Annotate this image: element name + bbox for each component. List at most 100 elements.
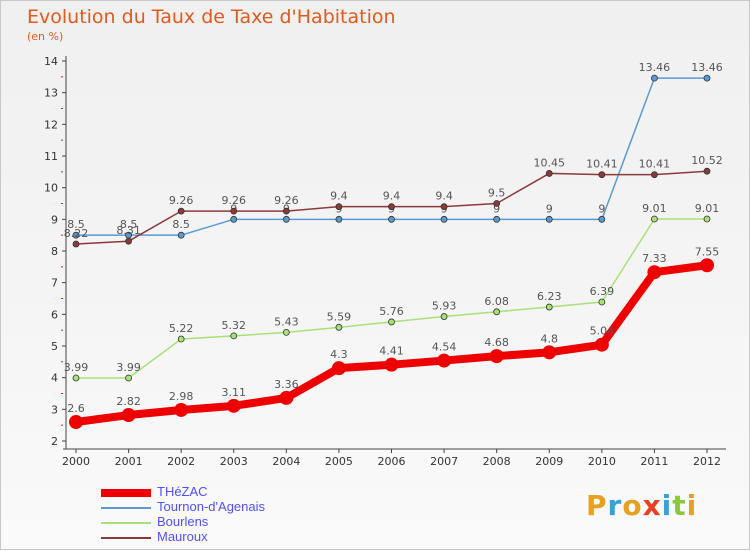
data-point	[651, 171, 658, 179]
proxiti-logo: Proxiti	[586, 489, 697, 522]
data-point	[388, 215, 395, 223]
data-label: 9	[493, 202, 500, 215]
data-label: 3.99	[64, 361, 89, 374]
data-label: 8.5	[67, 218, 85, 231]
logo-letter: P	[586, 489, 608, 522]
data-point	[703, 167, 711, 175]
y-tick-label: 7	[51, 277, 58, 290]
data-label: 5.04	[590, 325, 615, 338]
data-label: 9.5	[488, 187, 506, 200]
data-label: 9.26	[274, 194, 299, 207]
data-label: 9.01	[642, 202, 667, 215]
data-label: 3.99	[116, 361, 141, 374]
data-point	[598, 298, 606, 306]
legend-swatch	[101, 522, 151, 524]
y-tick-label: 14	[44, 55, 58, 68]
legend-item: Bourlens	[101, 514, 361, 530]
data-point	[282, 215, 290, 223]
data-point	[177, 207, 185, 215]
data-point	[226, 398, 241, 413]
y-tick-label: 10	[44, 182, 58, 195]
data-point	[703, 215, 711, 223]
unit-label: (en %)	[27, 30, 64, 43]
x-tick-label: 2008	[483, 455, 511, 468]
data-point	[545, 215, 553, 223]
data-label: 8.5	[172, 218, 190, 231]
data-point	[72, 374, 80, 382]
x-tick-label: 2006	[378, 455, 406, 468]
x-tick-label: 2000	[62, 455, 90, 468]
data-label: 5.76	[379, 305, 404, 318]
data-point	[598, 171, 606, 179]
data-point	[545, 170, 553, 177]
data-point	[598, 215, 606, 223]
data-point	[177, 335, 185, 343]
data-point	[437, 353, 452, 368]
data-label: 4.41	[379, 345, 404, 358]
legend-item: Mauroux	[101, 529, 361, 545]
data-label: 8.5	[120, 218, 138, 231]
data-label: 9.4	[330, 190, 348, 203]
legend-swatch	[101, 489, 151, 497]
data-label: 3.36	[274, 378, 299, 391]
y-tick-label: 12	[44, 118, 58, 131]
y-tick-label: 9	[51, 213, 58, 226]
y-tick-label: 3	[51, 403, 58, 416]
x-tick-label: 2003	[220, 455, 248, 468]
data-point	[542, 345, 557, 360]
y-tick-label: 8	[51, 245, 58, 258]
legend-item: THéZAC	[101, 484, 361, 500]
data-label: 10.41	[586, 158, 618, 171]
data-point	[177, 231, 185, 239]
data-label: 6.23	[537, 290, 562, 303]
data-label: 4.3	[330, 348, 348, 361]
data-label: 7.33	[642, 252, 667, 265]
x-tick-label: 2004	[272, 455, 300, 468]
data-label: 5.59	[327, 310, 352, 323]
x-tick-label: 2011	[640, 455, 668, 468]
data-point	[282, 207, 290, 215]
data-point	[279, 390, 294, 405]
y-tick-label: 6	[51, 308, 58, 321]
legend-swatch	[101, 507, 151, 509]
logo-letter: o	[622, 489, 643, 522]
data-label: 4.54	[432, 341, 457, 354]
data-label: 4.68	[484, 336, 509, 349]
legend-label: Mauroux	[157, 529, 208, 544]
x-tick-label: 2007	[430, 455, 458, 468]
data-point	[493, 215, 501, 223]
y-tick-label: 11	[44, 150, 58, 163]
y-tick-label: 13	[44, 87, 58, 100]
data-label: 5.43	[274, 315, 299, 328]
data-point	[545, 303, 553, 311]
data-label: 8.22	[64, 227, 89, 240]
data-point	[125, 374, 132, 382]
data-point	[651, 74, 658, 82]
data-point	[335, 323, 343, 331]
data-label: 9.01	[695, 202, 720, 215]
data-label: 13.46	[691, 61, 723, 74]
logo-letter: r	[607, 489, 623, 522]
y-tick-label: 5	[51, 340, 58, 353]
data-label: 2.6	[67, 402, 85, 415]
data-point	[121, 408, 136, 423]
data-label: 2.82	[116, 395, 141, 408]
data-label: 6.39	[590, 285, 615, 298]
data-point	[700, 258, 714, 273]
data-point	[493, 308, 501, 316]
data-point	[72, 240, 80, 248]
legend-label: Tournon-d'Agenais	[157, 499, 265, 514]
logo-letter: i	[686, 489, 698, 522]
data-point	[440, 215, 448, 223]
data-label: 9.26	[169, 194, 194, 207]
data-point	[440, 313, 448, 320]
chart-title: Evolution du Taux de Taxe d'Habitation	[27, 6, 396, 28]
data-point	[331, 361, 346, 376]
data-point	[69, 415, 83, 429]
logo-letter: x	[642, 489, 662, 522]
data-label: 8.31	[116, 224, 141, 237]
data-point	[335, 215, 343, 223]
data-point	[230, 215, 238, 223]
x-tick-label: 2009	[535, 455, 563, 468]
